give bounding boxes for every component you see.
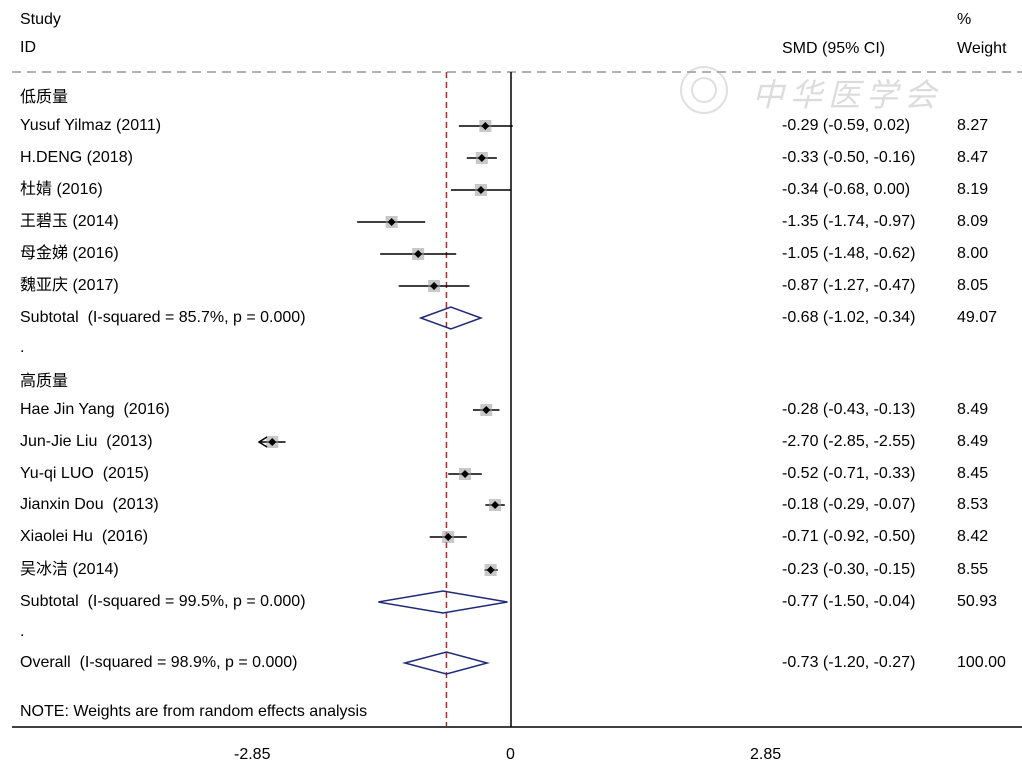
smd-ci-value: -0.28 (-0.43, -0.13) — [782, 401, 916, 418]
weight-value: 8.47 — [957, 149, 989, 166]
weight-value: 8.45 — [957, 465, 989, 482]
weight-value: 8.53 — [957, 496, 989, 513]
subtotal-diamond — [418, 306, 484, 330]
smd-ci-value: -0.77 (-1.50, -0.04) — [782, 593, 916, 610]
point-estimate — [430, 282, 439, 290]
study-label: Jun-Jie Liu (2013) — [20, 433, 153, 450]
smd-ci-value: -0.68 (-1.02, -0.34) — [782, 309, 916, 326]
spacer-dot: . — [20, 339, 25, 356]
id-header: ID — [20, 39, 36, 56]
note-text: NOTE: Weights are from random effects an… — [20, 703, 368, 720]
smd-ci-value: -0.87 (-1.27, -0.47) — [782, 277, 916, 294]
study-header: Study — [20, 11, 61, 28]
point-estimate — [486, 566, 495, 574]
point-estimate — [477, 154, 486, 162]
study-label: 母金娣 (2016) — [20, 245, 119, 262]
weight-value: 100.00 — [957, 654, 1006, 671]
study-label: Yu-qi LUO (2015) — [20, 465, 149, 482]
study-label: 吴冰洁 (2014) — [20, 561, 119, 578]
spacer-dot: . — [20, 623, 25, 640]
group-heading: 低质量 — [20, 89, 69, 106]
smd-ci-value: -1.35 (-1.74, -0.97) — [782, 213, 916, 230]
weight-value: 8.27 — [957, 117, 989, 134]
x-tick-label-zero: 0 — [506, 746, 515, 763]
study-label: Jianxin Dou (2013) — [20, 496, 159, 513]
smd-ci-value: -0.34 (-0.68, 0.00) — [782, 181, 911, 198]
subtotal-diamond — [378, 590, 508, 614]
x-tick-label-left: -2.85 — [234, 746, 271, 763]
smd-ci-value: -0.33 (-0.50, -0.16) — [782, 149, 916, 166]
weight-header: Weight — [957, 40, 1007, 57]
point-estimate — [481, 122, 490, 130]
study-label: Yusuf Yilmaz (2011) — [20, 117, 162, 134]
smd-ci-value: -0.18 (-0.29, -0.07) — [782, 496, 916, 513]
study-label: Xiaolei Hu (2016) — [20, 528, 149, 545]
point-estimate — [482, 406, 491, 414]
overall-diamond — [401, 651, 490, 675]
overall-label: Overall (I-squared = 98.9%, p = 0.000) — [20, 654, 298, 671]
point-estimate — [414, 250, 423, 258]
study-label: 王碧玉 (2014) — [20, 213, 119, 230]
smd-ci-value: -0.23 (-0.30, -0.15) — [782, 561, 916, 578]
point-estimate — [476, 186, 485, 194]
weight-value: 8.49 — [957, 401, 989, 418]
group-heading: 高质量 — [20, 373, 69, 390]
weight-value: 8.55 — [957, 561, 989, 578]
smd-ci-value: -0.29 (-0.59, 0.02) — [782, 117, 911, 134]
smd-header: SMD (95% CI) — [782, 40, 886, 57]
smd-ci-value: -0.71 (-0.92, -0.50) — [782, 528, 916, 545]
point-estimate — [444, 533, 453, 541]
weight-value: 8.49 — [957, 433, 989, 450]
weight-value: 8.42 — [957, 528, 989, 545]
percent-header: % — [957, 11, 972, 28]
study-label: Hae Jin Yang (2016) — [20, 401, 170, 418]
weight-value: 8.05 — [957, 277, 989, 294]
study-label: 杜婧 (2016) — [20, 181, 103, 198]
weight-value: 50.93 — [957, 593, 998, 610]
point-estimate — [491, 501, 500, 509]
weight-value: 8.00 — [957, 245, 989, 262]
smd-ci-value: -2.70 (-2.85, -2.55) — [782, 433, 916, 450]
study-label: 魏亚庆 (2017) — [20, 277, 119, 294]
smd-ci-value: -0.52 (-0.71, -0.33) — [782, 465, 916, 482]
ci-arrow — [257, 436, 268, 448]
smd-ci-value: -1.05 (-1.48, -0.62) — [782, 245, 916, 262]
weight-value: 8.19 — [957, 181, 989, 198]
study-label: H.DENG (2018) — [20, 149, 133, 166]
x-tick-label-right: 2.85 — [750, 746, 782, 763]
point-estimate — [268, 438, 277, 446]
smd-ci-value: -0.73 (-1.20, -0.27) — [782, 654, 916, 671]
point-estimate — [387, 218, 396, 226]
subtotal-label: Subtotal (I-squared = 99.5%, p = 0.000) — [20, 593, 306, 610]
weight-value: 8.09 — [957, 213, 989, 230]
point-estimate — [461, 470, 470, 478]
weight-value: 49.07 — [957, 309, 998, 326]
subtotal-label: Subtotal (I-squared = 85.7%, p = 0.000) — [20, 309, 306, 326]
